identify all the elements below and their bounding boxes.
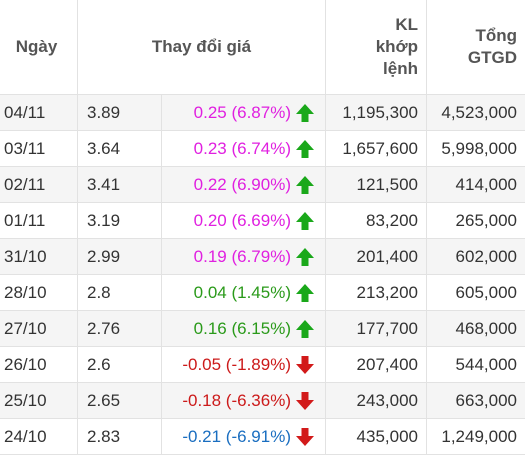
row-total-value: 1,249,000: [441, 426, 517, 446]
row-date: 04/11: [0, 95, 78, 130]
arrow-up-icon: [296, 283, 314, 302]
row-date: 26/10: [0, 347, 78, 382]
row-total-value: 663,000: [455, 390, 517, 410]
header-value-line2: GTGD: [467, 48, 517, 67]
row-price: 2.99: [78, 239, 162, 274]
row-price: 2.83: [78, 419, 162, 454]
row-change-text: 0.16 (6.15%): [193, 318, 291, 338]
arrow-down-icon: [296, 427, 314, 446]
table-row: 28/10 2.8 0.04 (1.45%) 213,200 605,000: [0, 275, 525, 311]
row-price: 3.64: [78, 131, 162, 166]
row-price-change: 0.25 (6.87%): [162, 95, 326, 130]
row-change-text: 0.23 (6.74%): [193, 138, 291, 158]
header-value-line1: Tổng: [475, 26, 517, 45]
table-row: 02/11 3.41 0.22 (6.90%) 121,500 414,000: [0, 167, 525, 203]
arrow-up-icon: [296, 211, 314, 230]
table-row: 27/10 2.76 0.16 (6.15%) 177,700 468,000: [0, 311, 525, 347]
row-price-change: 0.20 (6.69%): [162, 203, 326, 238]
header-total-value: Tổng GTGD: [427, 0, 525, 94]
row-date: 24/10: [0, 419, 78, 454]
row-total-value: 4,523,000: [441, 102, 517, 122]
arrow-up-icon: [296, 247, 314, 266]
row-price-change: 0.04 (1.45%): [162, 275, 326, 310]
row-change-text: 0.04 (1.45%): [193, 282, 291, 302]
row-total-value: 544,000: [455, 354, 517, 374]
row-change-text: 0.25 (6.87%): [193, 102, 291, 122]
row-total-value: 468,000: [455, 318, 517, 338]
row-price-change: 0.16 (6.15%): [162, 311, 326, 346]
table-row: 24/10 2.83 -0.21 (-6.91%) 435,000 1,249,000: [0, 419, 525, 455]
arrow-up-icon: [296, 103, 314, 122]
row-matched-volume: 207,400: [326, 347, 427, 382]
row-change-text: -0.05 (-1.89%): [182, 354, 291, 374]
arrow-up-icon: [296, 139, 314, 158]
table-row: 25/10 2.65 -0.18 (-6.36%) 243,000 663,000: [0, 383, 525, 419]
row-change-text: 0.19 (6.79%): [193, 246, 291, 266]
row-price-change: -0.21 (-6.91%): [162, 419, 326, 454]
row-matched-volume: 121,500: [326, 167, 427, 202]
arrow-up-icon: [296, 175, 314, 194]
header-date: Ngày: [0, 0, 78, 94]
row-change-text: 0.22 (6.90%): [193, 174, 291, 194]
row-date: 03/11: [0, 131, 78, 166]
header-price-change: Thay đổi giá: [78, 0, 326, 94]
row-matched-volume: 213,200: [326, 275, 427, 310]
row-price-change: -0.05 (-1.89%): [162, 347, 326, 382]
table-row: 03/11 3.64 0.23 (6.74%) 1,657,600 5,998,000: [0, 131, 525, 167]
row-total-value: 414,000: [455, 174, 517, 194]
table-body: 04/11 3.89 0.25 (6.87%) 1,195,300 4,523,000 0…: [0, 95, 525, 455]
row-date: 02/11: [0, 167, 78, 202]
header-matched-volume: KL khớp lệnh: [326, 0, 427, 94]
row-date: 28/10: [0, 275, 78, 310]
row-date: 25/10: [0, 383, 78, 418]
row-date: 27/10: [0, 311, 78, 346]
row-total-value: 5,998,000: [441, 138, 517, 158]
row-change-text: 0.20 (6.69%): [193, 210, 291, 230]
row-price: 2.76: [78, 311, 162, 346]
header-volume-line1: KL: [395, 15, 418, 34]
arrow-up-icon: [296, 319, 314, 338]
row-matched-volume: 1,195,300: [326, 95, 427, 130]
table-row: 31/10 2.99 0.19 (6.79%) 201,400 602,000: [0, 239, 525, 275]
row-price: 3.89: [78, 95, 162, 130]
table-row: 04/11 3.89 0.25 (6.87%) 1,195,300 4,523,000: [0, 95, 525, 131]
row-price: 2.6: [78, 347, 162, 382]
arrow-down-icon: [296, 391, 314, 410]
row-price-change: 0.19 (6.79%): [162, 239, 326, 274]
row-change-text: -0.21 (-6.91%): [182, 426, 291, 446]
table-header: Ngày Thay đổi giá KL khớp lệnh Tổng GTGD: [0, 0, 525, 95]
row-matched-volume: 83,200: [326, 203, 427, 238]
row-price: 3.41: [78, 167, 162, 202]
row-price: 3.19: [78, 203, 162, 238]
row-matched-volume: 243,000: [326, 383, 427, 418]
row-price-change: 0.23 (6.74%): [162, 131, 326, 166]
row-date: 01/11: [0, 203, 78, 238]
table-row: 01/11 3.19 0.20 (6.69%) 83,200 265,000: [0, 203, 525, 239]
header-volume-line2: khớp: [375, 37, 418, 56]
row-price: 2.65: [78, 383, 162, 418]
arrow-down-icon: [296, 355, 314, 374]
row-total-value: 602,000: [455, 246, 517, 266]
row-matched-volume: 201,400: [326, 239, 427, 274]
table-row: 26/10 2.6 -0.05 (-1.89%) 207,400 544,000: [0, 347, 525, 383]
row-total-value: 265,000: [455, 210, 517, 230]
row-price-change: -0.18 (-6.36%): [162, 383, 326, 418]
row-date: 31/10: [0, 239, 78, 274]
row-matched-volume: 177,700: [326, 311, 427, 346]
row-price: 2.8: [78, 275, 162, 310]
row-matched-volume: 435,000: [326, 419, 427, 454]
row-total-value: 605,000: [455, 282, 517, 302]
row-change-text: -0.18 (-6.36%): [182, 390, 291, 410]
row-price-change: 0.22 (6.90%): [162, 167, 326, 202]
header-volume-line3: lệnh: [383, 59, 418, 78]
row-matched-volume: 1,657,600: [326, 131, 427, 166]
